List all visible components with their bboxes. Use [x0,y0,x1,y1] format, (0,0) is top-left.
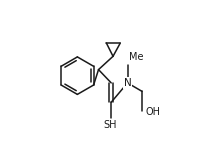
Text: Me: Me [129,52,143,62]
Text: SH: SH [103,120,117,130]
Text: N: N [124,78,132,88]
Text: OH: OH [145,107,160,117]
